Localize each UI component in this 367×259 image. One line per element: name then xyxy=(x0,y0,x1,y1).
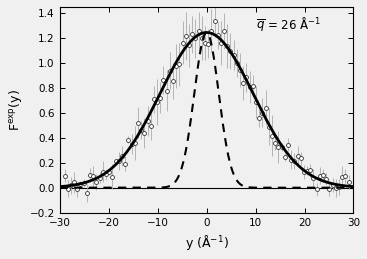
X-axis label: y (Å$^{-1}$): y (Å$^{-1}$) xyxy=(185,233,229,252)
Text: $\overline{q}$ = 26 Å$^{-1}$: $\overline{q}$ = 26 Å$^{-1}$ xyxy=(255,16,320,34)
Y-axis label: F$^{\rm exp}$(y): F$^{\rm exp}$(y) xyxy=(7,89,24,131)
